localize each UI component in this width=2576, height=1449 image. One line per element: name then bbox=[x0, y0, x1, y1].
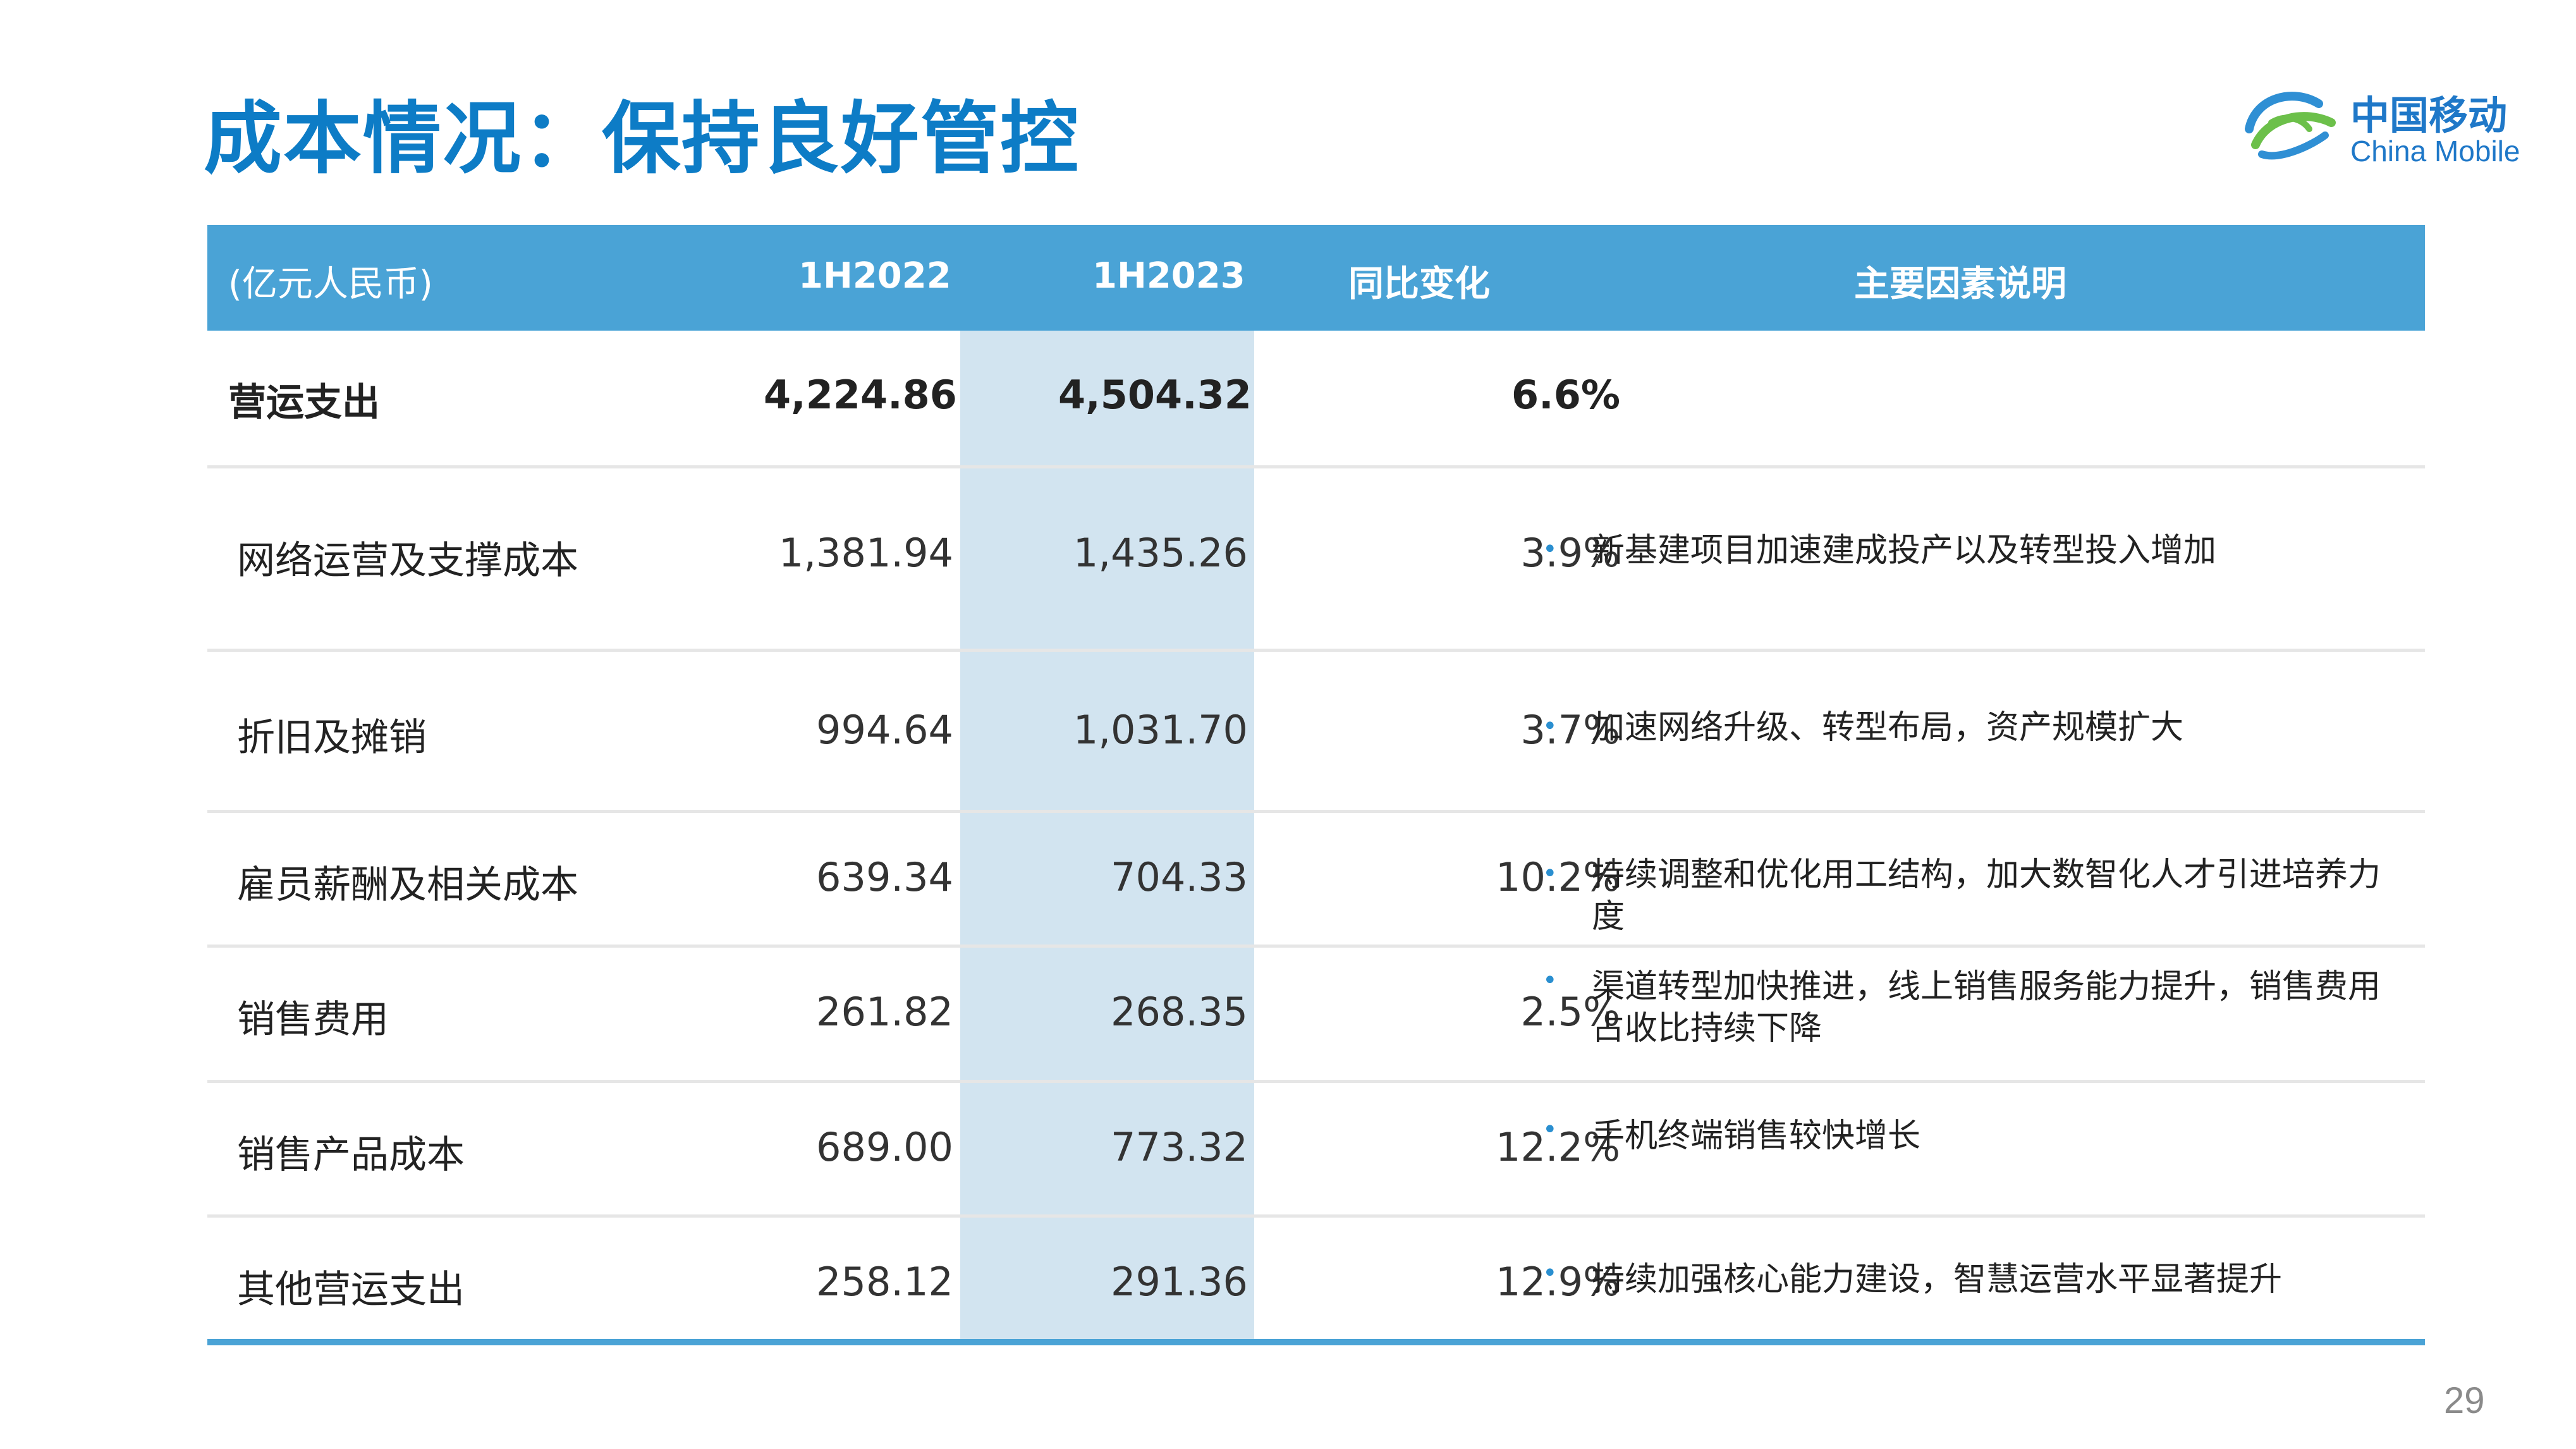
value-yoy: 3.7% bbox=[1520, 707, 1620, 753]
page-title: 成本情况：保持良好管控 bbox=[204, 94, 1080, 185]
factor-note: 持续加强核心能力建设，智慧运营水平显著提升 bbox=[1592, 1261, 2283, 1299]
row-divider bbox=[207, 649, 2425, 652]
value-1h2022: 1,381.94 bbox=[778, 530, 953, 576]
row-label: 雇员薪酬及相关成本 bbox=[237, 863, 578, 907]
value-yoy: 2.5% bbox=[1520, 989, 1620, 1035]
header-1h2022: 1H2022 bbox=[798, 255, 951, 297]
header-yoy: 同比变化 bbox=[1348, 264, 1490, 305]
factor-note: 加速网络升级、转型布局，资产规模扩大 bbox=[1592, 709, 2184, 747]
row-divider bbox=[207, 1214, 2425, 1218]
value-1h2023: 1,031.70 bbox=[1073, 707, 1248, 753]
value-1h2022: 994.64 bbox=[816, 707, 953, 753]
bullet-icon: • bbox=[1542, 859, 1558, 888]
value-yoy: 3.9% bbox=[1520, 530, 1620, 576]
value-1h2022: 258.12 bbox=[816, 1259, 953, 1305]
factor-note: 新基建项目加速建成投产以及转型投入增加 bbox=[1592, 532, 2217, 570]
factor-note: 持续调整和优化用工结构，加大数智化人才引进培养力度 bbox=[1592, 856, 2381, 936]
factor-note: 手机终端销售较快增长 bbox=[1592, 1117, 1921, 1155]
row-label: 销售产品成本 bbox=[237, 1133, 465, 1177]
value-1h2022: 4,224.86 bbox=[764, 372, 957, 418]
china-mobile-logo: 中国移动 China Mobile bbox=[2243, 77, 2520, 178]
table-header: (亿元人民币) 1H2022 1H2023 同比变化 主要因素说明 bbox=[207, 225, 2425, 331]
row-divider bbox=[207, 945, 2425, 948]
row-label: 销售费用 bbox=[237, 998, 389, 1042]
header-factors: 主要因素说明 bbox=[1854, 264, 2066, 305]
value-yoy: 12.9% bbox=[1496, 1259, 1620, 1305]
table-bottom-rule bbox=[207, 1339, 2425, 1345]
value-1h2023: 1,435.26 bbox=[1073, 530, 1248, 576]
row-label: 网络运营及支撑成本 bbox=[237, 539, 578, 583]
china-mobile-logo-icon bbox=[2245, 92, 2336, 160]
bullet-icon: • bbox=[1542, 1115, 1558, 1144]
value-yoy: 6.6% bbox=[1511, 372, 1620, 418]
row-divider bbox=[207, 1080, 2425, 1083]
column-highlight-1h2023 bbox=[960, 331, 1254, 1342]
row-label: 折旧及摊销 bbox=[237, 716, 427, 760]
logo-text-cn: 中国移动 bbox=[2350, 92, 2508, 138]
row-divider bbox=[207, 465, 2425, 468]
factor-note: 渠道转型加快推进，线上销售服务能力提升，销售费用占收比持续下降 bbox=[1592, 968, 2381, 1048]
value-1h2023: 4,504.32 bbox=[1058, 372, 1252, 418]
value-1h2022: 639.34 bbox=[816, 854, 953, 900]
row-label: 营运支出 bbox=[228, 381, 380, 425]
header-unit: (亿元人民币) bbox=[228, 264, 433, 305]
bullet-icon: • bbox=[1542, 712, 1558, 741]
value-1h2022: 689.00 bbox=[816, 1124, 953, 1170]
value-1h2023: 704.33 bbox=[1111, 854, 1248, 900]
value-yoy: 10.2% bbox=[1496, 854, 1620, 900]
cost-table: (亿元人民币) 1H2022 1H2023 同比变化 主要因素说明 营运支出 4… bbox=[207, 225, 2425, 1345]
row-divider bbox=[207, 810, 2425, 813]
bullet-icon: • bbox=[1542, 535, 1558, 564]
value-yoy: 12.2% bbox=[1496, 1124, 1620, 1170]
header-1h2023: 1H2023 bbox=[1092, 255, 1245, 297]
value-1h2022: 261.82 bbox=[816, 989, 953, 1035]
row-label: 其他营运支出 bbox=[237, 1268, 465, 1312]
page-number: 29 bbox=[2444, 1380, 2485, 1421]
logo-text-en: China Mobile bbox=[2350, 135, 2520, 168]
bullet-icon: • bbox=[1542, 966, 1558, 995]
value-1h2023: 291.36 bbox=[1111, 1259, 1248, 1305]
value-1h2023: 268.35 bbox=[1111, 989, 1248, 1035]
bullet-icon: • bbox=[1542, 1259, 1558, 1288]
value-1h2023: 773.32 bbox=[1111, 1124, 1248, 1170]
